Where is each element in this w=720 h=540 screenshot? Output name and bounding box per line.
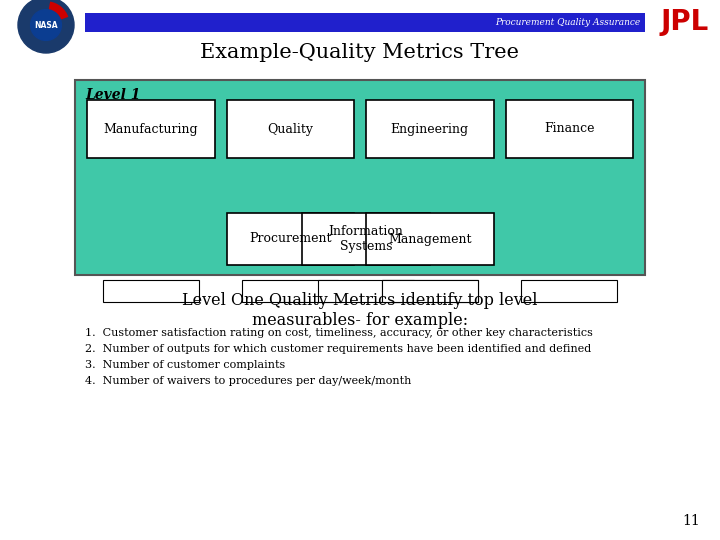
- Text: 4.  Number of waivers to procedures per day/week/month: 4. Number of waivers to procedures per d…: [85, 376, 411, 386]
- Bar: [243, 280, 338, 302]
- Bar: [227, 213, 354, 265]
- Text: Procurement Quality Assurance: Procurement Quality Assurance: [495, 18, 640, 27]
- Text: Finance: Finance: [544, 123, 595, 136]
- Circle shape: [30, 10, 61, 40]
- Bar: [366, 100, 493, 158]
- Wedge shape: [46, 2, 68, 25]
- Bar: [505, 100, 633, 158]
- Bar: [366, 213, 493, 265]
- Bar: [318, 280, 414, 302]
- Text: Information
Systems: Information Systems: [328, 225, 403, 253]
- Text: Example-Quality Metrics Tree: Example-Quality Metrics Tree: [200, 43, 520, 62]
- Text: JPL: JPL: [661, 9, 709, 37]
- Bar: [382, 280, 477, 302]
- Text: Engineering: Engineering: [391, 123, 469, 136]
- Bar: [85, 13, 645, 32]
- Text: 1.  Customer satisfaction rating on cost, timeliness, accuracy, or other key cha: 1. Customer satisfaction rating on cost,…: [85, 328, 593, 338]
- Bar: [103, 280, 199, 302]
- Text: Manufacturing: Manufacturing: [104, 123, 198, 136]
- Text: Level 1: Level 1: [85, 88, 140, 102]
- Text: Management: Management: [388, 233, 472, 246]
- Text: Quality: Quality: [267, 123, 313, 136]
- Bar: [75, 80, 645, 275]
- Text: 3.  Number of customer complaints: 3. Number of customer complaints: [85, 360, 285, 370]
- Circle shape: [18, 0, 74, 53]
- Text: 11: 11: [683, 514, 700, 528]
- Text: Procurement: Procurement: [249, 233, 331, 246]
- Text: NASA: NASA: [34, 21, 58, 30]
- Text: 2.  Number of outputs for which customer requirements have been identified and d: 2. Number of outputs for which customer …: [85, 344, 591, 354]
- Bar: [382, 280, 477, 302]
- Text: Level One Quality Metrics identify top level
measurables- for example:: Level One Quality Metrics identify top l…: [182, 292, 538, 329]
- Bar: [87, 100, 215, 158]
- Bar: [302, 213, 430, 265]
- Bar: [521, 280, 617, 302]
- Bar: [227, 100, 354, 158]
